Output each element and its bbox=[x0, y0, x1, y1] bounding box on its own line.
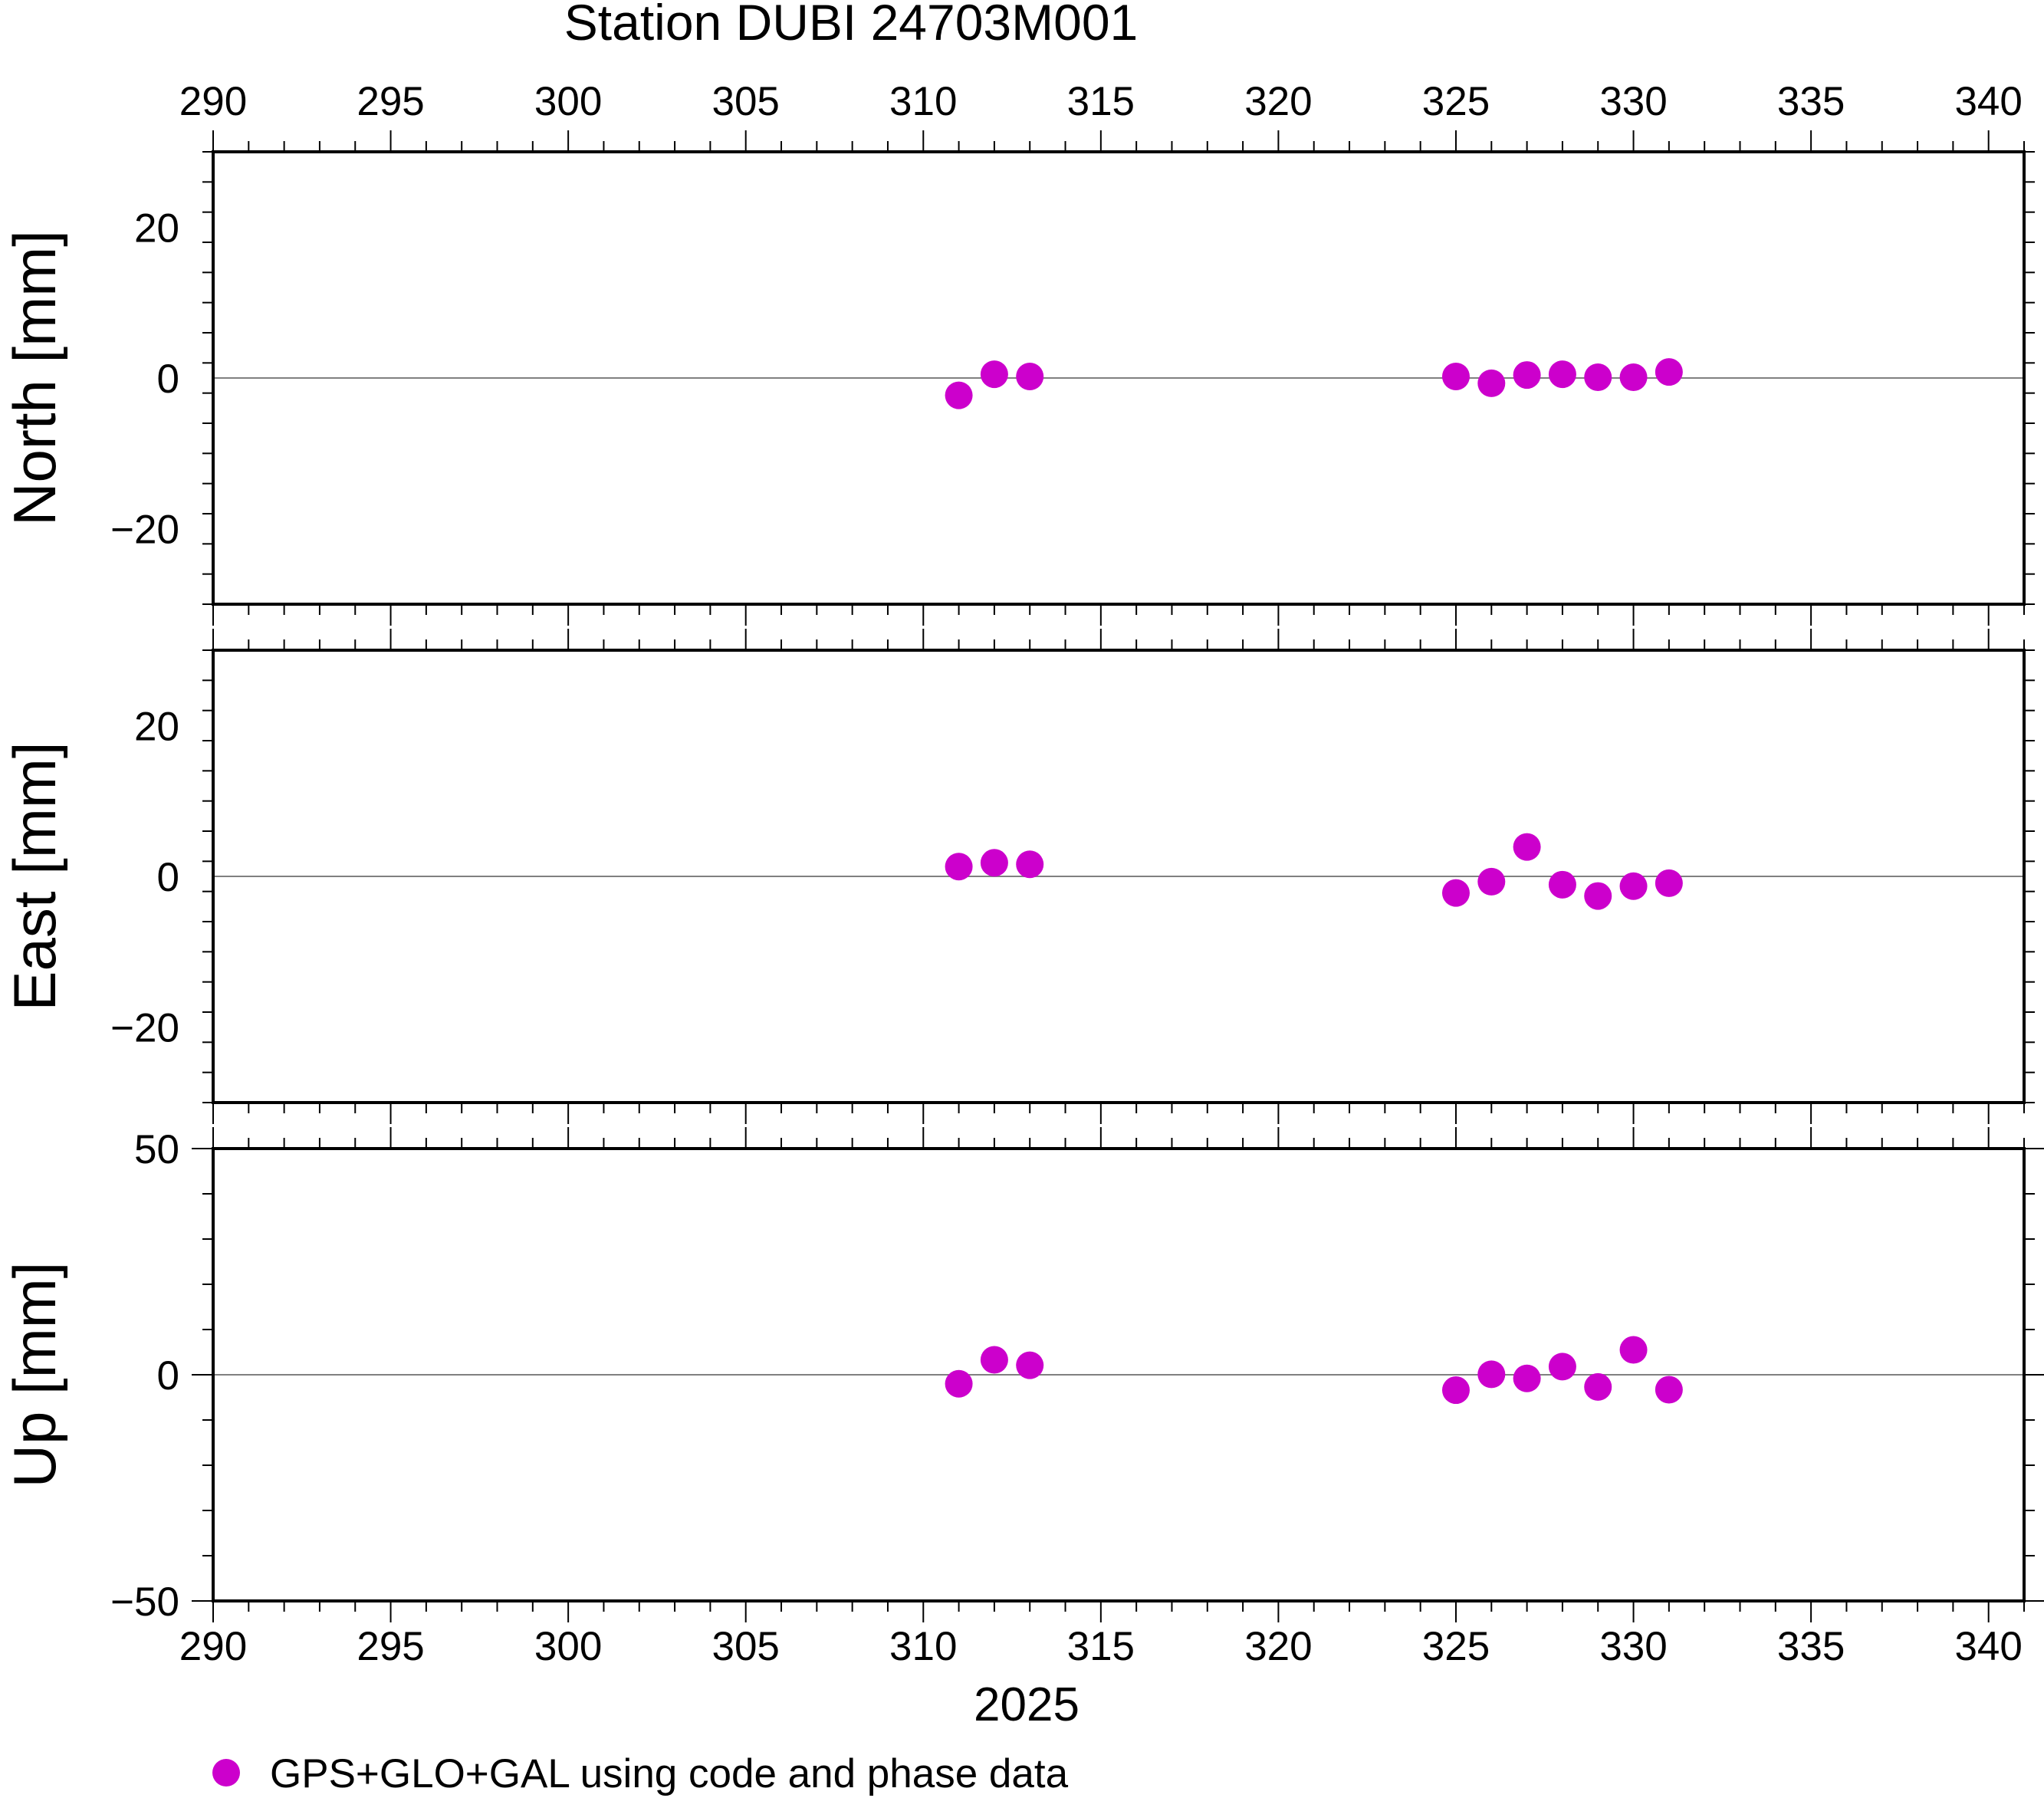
y-tick-label: 0 bbox=[157, 855, 179, 900]
x-tick-label: 305 bbox=[711, 79, 779, 124]
x-tick-label: 325 bbox=[1422, 79, 1490, 124]
data-point bbox=[980, 1346, 1008, 1374]
data-point bbox=[1619, 363, 1648, 392]
data-point bbox=[1584, 882, 1612, 910]
data-point bbox=[1655, 869, 1683, 897]
x-tick-label: 320 bbox=[1244, 79, 1312, 124]
data-point bbox=[945, 1369, 973, 1398]
data-point bbox=[1548, 870, 1576, 899]
x-axis-title: 2025 bbox=[974, 1678, 1080, 1731]
plot-frame bbox=[212, 1147, 2026, 1602]
data-point bbox=[1584, 363, 1612, 392]
y-tick-label: −20 bbox=[110, 1006, 179, 1051]
legend-marker bbox=[212, 1759, 240, 1786]
data-point bbox=[1477, 369, 1506, 397]
x-tick-label: 320 bbox=[1244, 1624, 1312, 1669]
data-point bbox=[1513, 361, 1541, 390]
data-point bbox=[1477, 1360, 1506, 1389]
x-tick-label: 295 bbox=[357, 79, 424, 124]
panel-north: −20 0 20 290 295 300 305 310 315 320 325 330 335 340 N… bbox=[1, 79, 2035, 626]
x-tick-label: 330 bbox=[1599, 79, 1667, 124]
x-tick-label: 300 bbox=[534, 1624, 602, 1669]
data-point bbox=[1441, 1376, 1470, 1405]
y-tick-label: −20 bbox=[110, 508, 179, 553]
data-point bbox=[1441, 363, 1470, 391]
y-tick-label: −50 bbox=[110, 1579, 179, 1625]
data-point bbox=[1016, 1351, 1044, 1379]
data-point bbox=[1655, 1376, 1683, 1404]
y-axis-title: Up [mm] bbox=[1, 1262, 68, 1488]
data-point bbox=[980, 849, 1008, 877]
y-tick-label: 50 bbox=[134, 1127, 179, 1172]
x-tick-label: 340 bbox=[1954, 79, 2022, 124]
x-tick-label: 335 bbox=[1777, 79, 1845, 124]
data-point bbox=[1016, 363, 1044, 391]
x-tick-label: 290 bbox=[179, 79, 247, 124]
data-point bbox=[1655, 358, 1683, 386]
panels: −20 0 20 290 295 300 305 310 315 320 325 330 335 340 N… bbox=[1, 79, 2044, 1731]
panel-up: −50 0 50 290 295 300 305 310 315 320 325 330 335 340 U… bbox=[1, 1127, 2044, 1731]
y-axis-title: North [mm] bbox=[1, 230, 68, 526]
data-point bbox=[980, 360, 1008, 389]
x-tick-label: 295 bbox=[357, 1624, 424, 1669]
plot-frame bbox=[212, 649, 2026, 1104]
y-tick-label: 0 bbox=[157, 1353, 179, 1399]
panel-east: −20 0 20 East [mm] bbox=[1, 629, 2035, 1124]
x-tick-label: 315 bbox=[1067, 79, 1135, 124]
plot-frame bbox=[212, 150, 2026, 606]
data-point bbox=[1441, 879, 1470, 907]
data-point bbox=[1016, 850, 1044, 879]
x-tick-label: 305 bbox=[711, 1624, 779, 1669]
data-point bbox=[1513, 833, 1541, 861]
legend: GPS+GLO+GAL using code and phase data bbox=[212, 1751, 1069, 1796]
x-tick-label: 330 bbox=[1599, 1624, 1667, 1669]
x-tick-label: 315 bbox=[1067, 1624, 1135, 1669]
data-point bbox=[1619, 872, 1648, 900]
data-point bbox=[945, 853, 973, 881]
y-tick-label: 0 bbox=[157, 357, 179, 402]
x-tick-label: 340 bbox=[1954, 1624, 2022, 1669]
x-tick-label: 310 bbox=[889, 1624, 957, 1669]
x-tick-label: 335 bbox=[1777, 1624, 1845, 1669]
y-tick-label: 20 bbox=[134, 205, 179, 251]
chart-title: Station DUBI 24703M001 bbox=[564, 0, 1138, 51]
data-point bbox=[1548, 360, 1576, 389]
data-point bbox=[1548, 1353, 1576, 1381]
x-tick-label: 290 bbox=[179, 1624, 247, 1669]
data-point bbox=[1477, 867, 1506, 896]
y-tick-label: 20 bbox=[134, 704, 179, 749]
x-tick-label: 310 bbox=[889, 79, 957, 124]
data-point bbox=[1619, 1336, 1648, 1364]
data-point bbox=[945, 381, 973, 409]
legend-label: GPS+GLO+GAL using code and phase data bbox=[270, 1751, 1069, 1796]
x-tick-label: 325 bbox=[1422, 1624, 1490, 1669]
data-point bbox=[1584, 1372, 1612, 1401]
y-axis-title: East [mm] bbox=[1, 741, 68, 1011]
data-point bbox=[1513, 1364, 1541, 1392]
x-tick-label: 300 bbox=[534, 79, 602, 124]
